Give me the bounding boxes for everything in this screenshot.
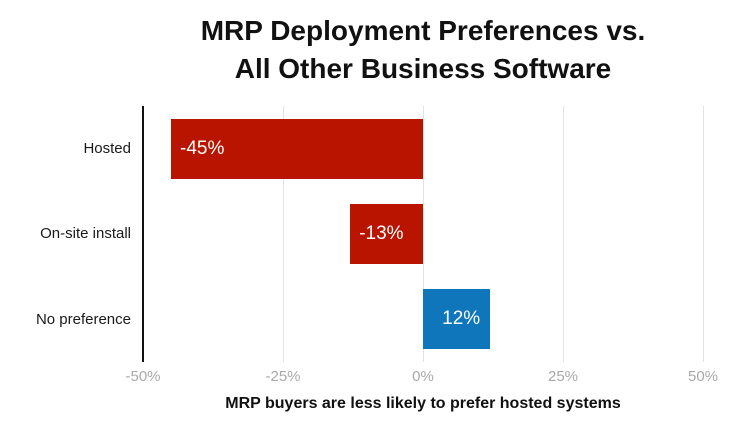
x-tick-label--25%: -25% [265,368,301,385]
chart-title-line-2: All Other Business Software [234,53,612,84]
gridline-0% [422,106,424,362]
chart-caption: MRP buyers are less likely to prefer hos… [225,395,621,412]
x-tick-label-0%: 0% [412,368,434,385]
plot-area: -45% -13% 12% [142,106,704,362]
gridline-50% [702,106,704,362]
x-axis-line [142,106,144,362]
gridline-25% [562,106,564,362]
bar-value-label: -13% [359,223,404,244]
bar-no-preference: 12% [423,289,491,350]
bar-value-label: -45% [180,137,225,159]
category-label-no-preference: No preference [35,310,131,328]
category-label-hosted: Hosted [83,140,131,158]
chart-title: MRP Deployment Preferences vs. All Other… [96,12,750,88]
x-tick-label-50%: 50% [687,368,719,385]
bar-hosted: -45% [171,118,423,179]
x-tick-label--50%: -50% [125,368,161,385]
gridline--25% [282,106,284,362]
bar-on-site-install: -13% [350,204,423,264]
x-tick-label-25%: 25% [547,368,579,385]
chart-title-line-1: MRP Deployment Preferences vs. [200,15,646,46]
category-label-on-site-install: On-site install [40,225,131,243]
bar-value-label: 12% [442,308,481,330]
